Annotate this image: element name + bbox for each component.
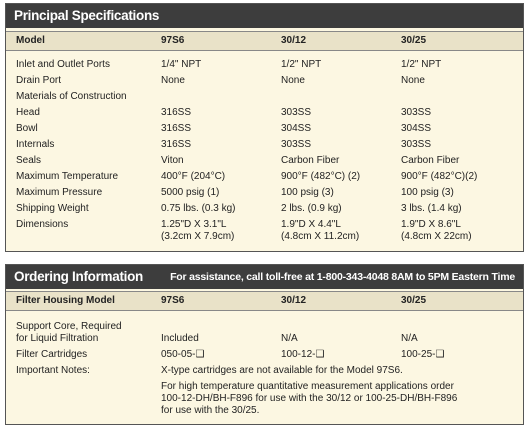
spec-value: None [281,75,305,86]
notes-label: Important Notes: [16,365,90,376]
spec-label: Drain Port [16,75,62,86]
spec-value: 303SS [401,139,432,150]
spec-value: 3 lbs. (1.4 kg) [401,203,462,214]
header-cell: Filter Housing Model [16,295,115,306]
spec-value: 1.9"D X 4.4"L (4.8cm X 11.2cm) [281,219,360,242]
spec-value: 316SS [161,107,192,118]
spec-label: Materials of Construction [16,91,127,102]
spec-value: 900°F (482°C) (2) [281,171,361,182]
spec-value: None [401,75,425,86]
spec-value: 100 psig (3) [401,187,454,198]
order-label: Support Core, Required for Liquid Filtra… [16,321,122,344]
header-cell: 97S6 [161,295,185,306]
header-cell: Model [16,35,45,46]
spec-value: 316SS [161,139,192,150]
note-text: For high temperature quantitative measur… [161,381,458,416]
spec-value: 100 psig (3) [281,187,334,198]
specifications-panel: Principal Specifications Model 97S6 30/12 3… [5,3,524,252]
spec-label: Head [16,107,40,118]
spec-value: 1/4" NPT [161,59,202,70]
spec-value: 900°F (482°C)(2) [401,171,478,182]
panel-title: Principal Specifications [14,8,160,23]
assistance-note: For assistance, call toll-free at 1-800-… [170,271,515,283]
spec-label: Inlet and Outlet Ports [16,59,110,70]
spec-value: 1.25"D X 3.1"L (3.2cm X 7.9cm) [161,219,235,242]
spec-label: Dimensions [16,219,69,230]
order-value: N/A [401,333,418,344]
spec-label: Seals [16,155,42,166]
spec-value: 400°F (204°C) [161,171,226,182]
spec-label: Shipping Weight [16,203,89,214]
spec-value: None [161,75,185,86]
order-value: 100-25-❑ [401,349,445,360]
spec-value: 316SS [161,123,192,134]
spec-label: Bowl [16,123,38,134]
spec-value: Viton [161,155,184,166]
spec-value: 304SS [281,123,312,134]
header-cell: 30/25 [401,35,427,46]
spec-value: Carbon Fiber [281,155,340,166]
spec-value: 304SS [401,123,432,134]
header-cell: 30/12 [281,295,307,306]
header-row: Filter Housing Model 97S6 30/12 30/25 [6,291,523,311]
panel-title: Ordering Information [14,269,144,284]
spec-value: 5000 psig (1) [161,187,220,198]
order-value: 100-12-❑ [281,349,325,360]
order-value: 050-05-❑ [161,349,205,360]
spec-value: 303SS [401,107,432,118]
header-cell: 30/25 [401,295,427,306]
spec-value: 2 lbs. (0.9 kg) [281,203,342,214]
header-row: Model 97S6 30/12 30/25 [6,31,523,51]
spec-value: 303SS [281,139,312,150]
spec-label: Maximum Temperature [16,171,119,182]
ordering-panel: Ordering Information For assistance, cal… [5,264,524,425]
spec-value: 1.9"D X 8.6"L (4.8cm X 22cm) [401,219,472,242]
note-text: X-type cartridges are not available for … [161,365,403,376]
spec-value: Carbon Fiber [401,155,460,166]
order-label: Filter Cartridges [16,349,88,360]
spec-label: Internals [16,139,55,150]
spec-value: 1/2" NPT [281,59,322,70]
order-value: Included [161,333,199,344]
spec-value: 1/2" NPT [401,59,442,70]
spec-value: 0.75 lbs. (0.3 kg) [161,203,236,214]
title-bar: Ordering Information For assistance, cal… [6,265,523,289]
header-cell: 30/12 [281,35,307,46]
header-cell: 97S6 [161,35,185,46]
spec-value: 303SS [281,107,312,118]
order-value: N/A [281,333,298,344]
spec-label: Maximum Pressure [16,187,103,198]
title-bar: Principal Specifications [6,4,523,28]
